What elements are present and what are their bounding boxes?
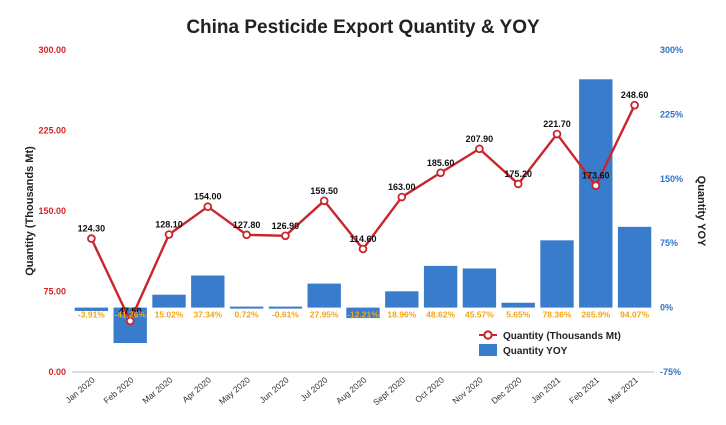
bars-layer (74, 79, 652, 344)
y-left-tick-label: 0.00 (48, 367, 66, 377)
chart-title: China Pesticide Export Quantity & YOY (186, 17, 540, 38)
quantity-point (281, 231, 290, 241)
quantity-point (591, 181, 601, 190)
legend-label-line: Quantity (Thousands Mt) (503, 331, 621, 342)
y-right-tick-label: -75% (660, 367, 681, 377)
yoy-data-label: 37.34% (193, 310, 222, 320)
yoy-bar (385, 291, 419, 308)
legend-label-bar: Quantity YOY (503, 346, 568, 357)
quantity-data-label: 175.20 (504, 169, 532, 179)
x-tick-label: Feb 2020 (102, 375, 136, 406)
y-right-tick-label: 150% (660, 174, 683, 184)
line-layer (87, 100, 639, 326)
x-tick-label: Sept 2020 (371, 375, 407, 408)
y-left-tick-label: 300.00 (38, 45, 66, 55)
yoy-data-label: 45.57% (465, 310, 494, 320)
legend: Quantity (Thousands Mt) Quantity YOY (479, 330, 621, 357)
yoy-bar (540, 240, 574, 308)
x-tick-label: Oct 2020 (413, 375, 446, 405)
yoy-data-label: -12.21% (347, 310, 379, 320)
quantity-data-label: 124.30 (78, 224, 106, 234)
yoy-data-label: 0.72% (235, 310, 260, 320)
quantity-point (164, 230, 174, 239)
yoy-data-label: 265.9% (581, 310, 610, 320)
yoy-bar (268, 306, 303, 309)
x-tick-label: Jan 2021 (529, 375, 562, 405)
x-tick-label: Dec 2020 (489, 375, 524, 406)
quantity-data-label: 114.60 (349, 234, 376, 244)
quantity-data-label: 126.90 (272, 221, 300, 231)
yoy-bar (307, 283, 341, 308)
quantity-data-label: 221.70 (543, 119, 571, 129)
y-right-tick-label: 0% (660, 303, 673, 313)
quantity-data-label: 128.10 (155, 220, 183, 230)
quantity-point (475, 144, 484, 154)
quantity-data-label: 127.80 (233, 220, 261, 230)
x-tick-label: Mar 2021 (606, 375, 640, 406)
quantity-point (436, 168, 445, 178)
yoy-data-label: 48.62% (426, 310, 455, 320)
yoy-data-label: -3.91% (78, 310, 105, 320)
x-tick-label: Jun 2020 (257, 375, 290, 405)
y-left-tick-label: 150.00 (38, 206, 66, 216)
quantity-point (552, 129, 562, 139)
y-axis-left-title: Quantity (Thousands Mt) (24, 146, 36, 276)
x-tick-label: May 2020 (217, 375, 252, 407)
yoy-bar (152, 294, 186, 308)
yoy-bar (191, 275, 225, 308)
quantity-data-label: 159.50 (310, 186, 338, 196)
x-tick-label: Mar 2020 (140, 375, 174, 406)
quantity-data-label: 173.60 (582, 171, 610, 181)
quantity-point (203, 202, 213, 212)
yoy-bar (579, 79, 613, 308)
yoy-bar (617, 226, 652, 308)
yoy-data-label: 18.96% (387, 310, 416, 320)
yoy-bar (501, 302, 535, 308)
labels-layer: 124.30 47.50 128.10 154.00 127.80 126.90 159.5… (78, 90, 650, 319)
quantity-point (319, 196, 329, 206)
x-tick-label: Feb 2021 (567, 375, 601, 406)
legend-bar-swatch (479, 344, 497, 356)
quantity-data-label: 163.00 (388, 182, 416, 192)
y-left-tick-label: 75.00 (43, 287, 66, 297)
yoy-bar (462, 268, 497, 308)
x-tick-label: Jan 2020 (63, 375, 96, 405)
y-left-tick-label: 225.00 (38, 126, 66, 136)
y-axis-right-title: Quantity YOY (695, 176, 707, 247)
yoy-data-label: -41.26% (114, 310, 146, 320)
yoy-data-label: -0.61% (272, 310, 299, 320)
quantity-data-label: 207.90 (466, 134, 494, 144)
yoy-data-label: 94.07% (620, 310, 649, 320)
quantity-point (87, 234, 96, 243)
y-right-tick-label: 75% (660, 238, 678, 248)
quantity-point (397, 192, 407, 202)
y-right-tick-label: 300% (660, 45, 683, 55)
yoy-data-label: 27.95% (310, 310, 339, 320)
quantity-point (358, 244, 368, 254)
x-tick-label: Nov 2020 (450, 375, 485, 406)
legend-line-marker-top (483, 330, 493, 340)
yoy-bar (74, 307, 109, 311)
x-tick-label: Aug 2020 (334, 375, 369, 406)
quantity-point (242, 230, 251, 240)
yoy-data-label: 5.65% (506, 310, 531, 320)
quantity-point (125, 316, 135, 326)
yoy-bar (346, 307, 380, 319)
quantity-point (630, 100, 639, 110)
quantity-data-label: 185.60 (427, 158, 455, 168)
y-right-tick-label: 225% (660, 109, 683, 119)
quantity-point (513, 179, 523, 189)
quantity-data-label: 248.60 (621, 90, 649, 100)
yoy-bar (423, 265, 458, 308)
yoy-data-label: 78.36% (543, 310, 572, 320)
yoy-data-label: 15.02% (155, 310, 184, 320)
quantity-data-label: 47.50 (119, 306, 142, 316)
quantity-data-label: 154.00 (194, 192, 222, 202)
x-tick-label: Apr 2020 (180, 375, 213, 405)
x-tick-label: Jul 2020 (298, 375, 329, 403)
yoy-bar (229, 306, 264, 309)
